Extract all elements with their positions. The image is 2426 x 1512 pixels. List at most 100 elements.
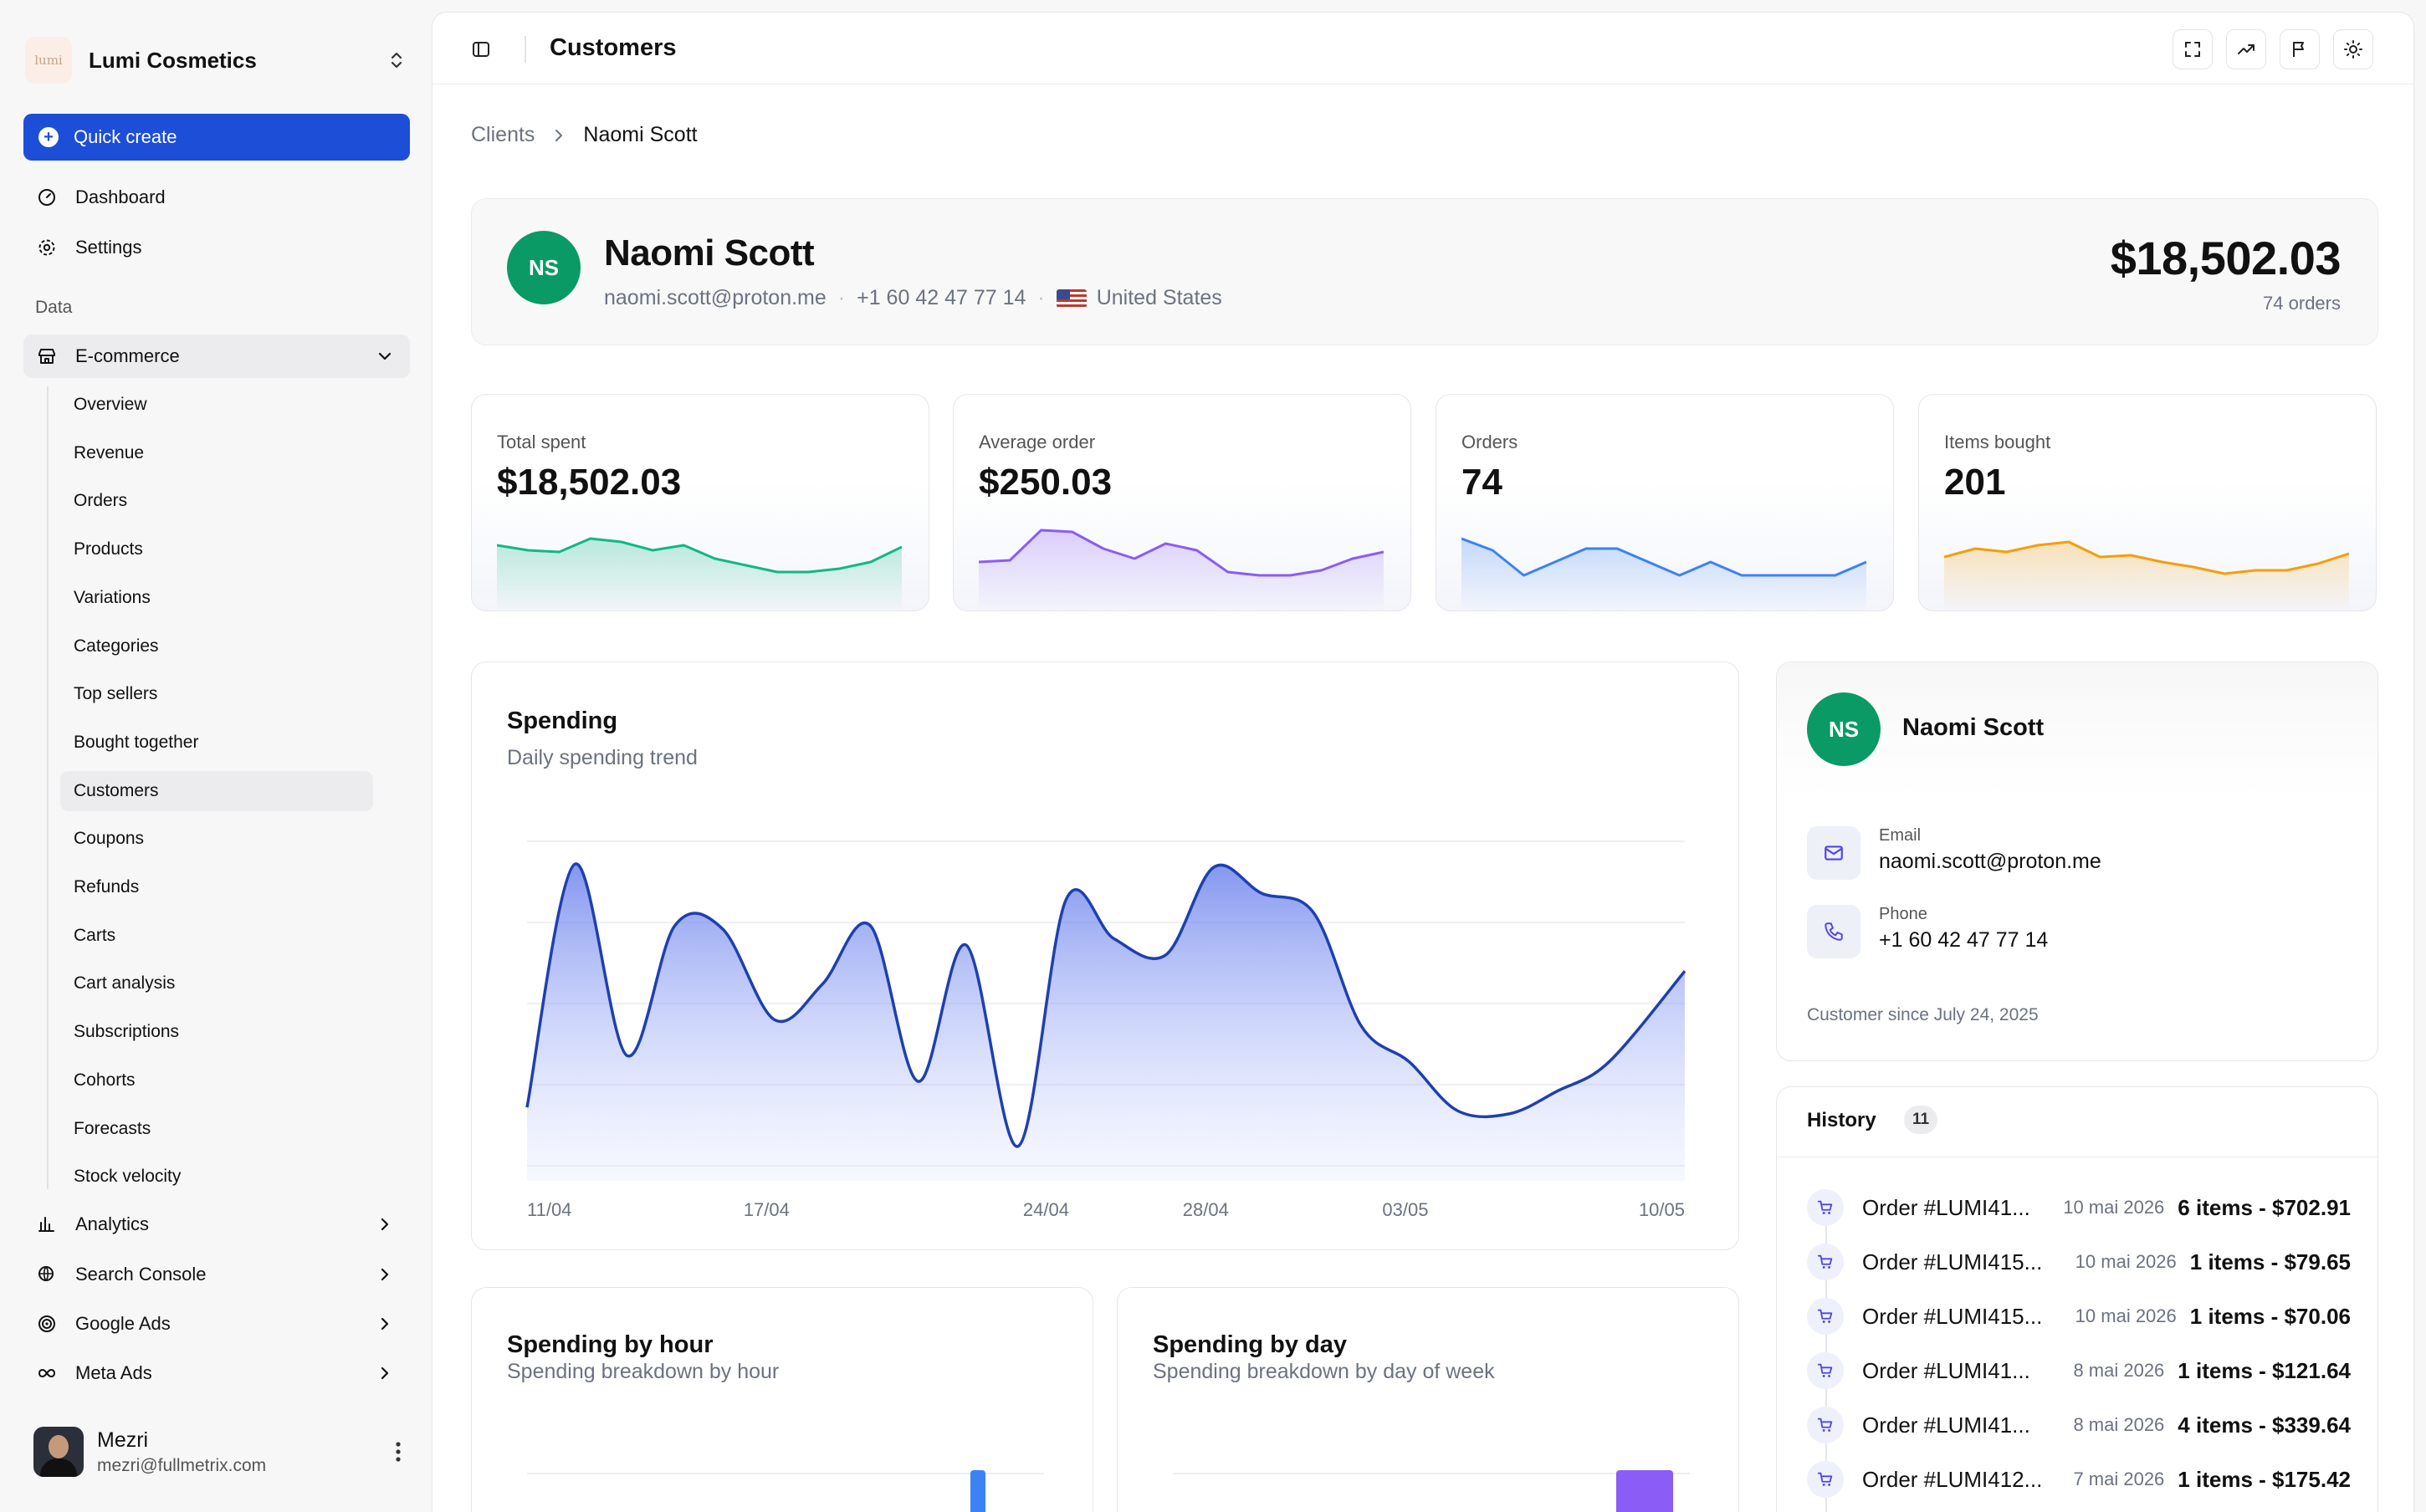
email-label: Email <box>1879 826 1922 845</box>
sidebar-item-search-console[interactable]: Search Console <box>23 1253 410 1296</box>
sidebar-item-label: Stock velocity <box>74 1167 182 1187</box>
x-tick-label: 03/05 <box>1382 1199 1428 1220</box>
customer-total-spent: $18,502.03 <box>2110 232 2342 284</box>
main-panel: Customers Clients Naomi Scott NS Naomi S… <box>432 12 2414 1512</box>
sidebar-item-label: Cart analysis <box>74 973 176 994</box>
sidebar-subitem-cart-analysis[interactable]: Cart analysis <box>60 963 373 1004</box>
store-icon <box>35 345 59 368</box>
divider <box>525 36 526 63</box>
sidebar-subitem-overview[interactable]: Overview <box>60 385 373 425</box>
brand-name: Lumi Cosmetics <box>89 47 257 73</box>
cart-icon <box>1807 1244 1844 1280</box>
sidebar-item-google-ads[interactable]: Google Ads <box>23 1302 410 1346</box>
sidebar-item-settings[interactable]: Settings <box>23 226 410 269</box>
brand-logo: lumi <box>25 37 72 84</box>
sidebar-item-ecommerce[interactable]: E-commerce <box>23 335 410 378</box>
sidebar-subitem-orders[interactable]: Orders <box>60 481 373 521</box>
history-item[interactable]: Order #LUMI415... 10 mai 2026 1 items - $7… <box>1807 1296 2351 1336</box>
infinity-icon <box>35 1361 59 1385</box>
chevron-up-down-icon <box>385 49 408 72</box>
chevron-right-icon <box>373 1361 397 1385</box>
sidebar-subitem-forecasts[interactable]: Forecasts <box>60 1109 373 1149</box>
kpi-label: Orders <box>1461 432 1518 452</box>
avatar <box>33 1427 84 1477</box>
sidebar-item-label: Analytics <box>75 1213 150 1234</box>
workspace-switcher[interactable]: lumi Lumi Cosmetics <box>25 33 408 87</box>
sidebar-subitem-subscriptions[interactable]: Subscriptions <box>60 1012 373 1052</box>
sidebar-toggle-icon[interactable] <box>469 38 493 61</box>
sparkline-area <box>979 530 1384 610</box>
sidebar-subitem-coupons[interactable]: Coupons <box>60 819 373 859</box>
history-item[interactable]: Order #LUMI41... 8 mai 2026 4 items - $339… <box>1807 1405 2351 1445</box>
spending-by-hour-chart <box>527 1470 1044 1512</box>
customer-order-count: 74 orders <box>2263 293 2341 314</box>
sidebar-item-dashboard[interactable]: Dashboard <box>23 176 410 219</box>
history-order-date: 10 mai 2026 <box>2075 1251 2177 1272</box>
spending-by-day-chart <box>1173 1470 1690 1512</box>
kpi-card-average-order: Average order $250.03 <box>953 394 1411 611</box>
sidebar-item-label: Coupons <box>74 829 145 849</box>
breadcrumb-link-clients[interactable]: Clients <box>471 123 535 146</box>
email-value[interactable]: naomi.scott@proton.me <box>1879 850 2101 873</box>
sparkline-area <box>1461 539 1866 610</box>
sidebar-subitem-customers[interactable]: Customers <box>60 770 373 811</box>
sidebar-subitem-bought-together[interactable]: Bought together <box>60 723 373 763</box>
theme-toggle-button[interactable] <box>2333 29 2373 69</box>
history-count-badge: 11 <box>1904 1106 1938 1134</box>
trend-button[interactable] <box>2226 29 2266 69</box>
sidebar-item-meta-ads[interactable]: Meta Ads <box>23 1351 410 1395</box>
plus-circle-icon: + <box>38 127 59 147</box>
history-order-total: 1 items - $70.06 <box>2189 1303 2351 1329</box>
kpi-label: Average order <box>979 432 1096 452</box>
sidebar-subitem-revenue[interactable]: Revenue <box>60 433 373 473</box>
phone-label: Phone <box>1879 905 1927 923</box>
more-vertical-icon[interactable] <box>386 1435 410 1469</box>
kpi-sparkline <box>1944 540 2349 610</box>
sidebar-item-label: Products <box>74 539 143 559</box>
fullscreen-button[interactable] <box>2173 29 2213 69</box>
avatar: NS <box>507 231 581 304</box>
history-order-date: 10 mai 2026 <box>2075 1305 2177 1326</box>
sidebar-subitem-cohorts[interactable]: Cohorts <box>60 1060 373 1101</box>
spending-by-day-card: Spending by day Spending breakdown by da… <box>1117 1287 1739 1512</box>
sidebar-item-analytics[interactable]: Analytics <box>23 1203 410 1246</box>
globe-search-icon <box>35 1263 59 1286</box>
spending-by-hour-card: Spending by hour Spending breakdown by h… <box>471 1287 1093 1512</box>
sparkline-line <box>1461 537 1866 577</box>
sidebar-subitem-carts[interactable]: Carts <box>60 916 373 956</box>
sidebar-item-label: Categories <box>74 636 159 656</box>
sidebar-subitem-variations[interactable]: Variations <box>60 578 373 618</box>
kpi-sparkline <box>1461 537 1866 610</box>
separator-dot: · <box>837 286 846 309</box>
history-order-id: Order #LUMI41... <box>1862 1357 2030 1383</box>
sidebar-item-label: Top sellers <box>74 684 158 704</box>
customer-detail-card: NS Naomi Scott Email naomi.scott@proton.… <box>1776 662 2378 1061</box>
history-order-date: 8 mai 2026 <box>2073 1414 2165 1435</box>
quick-create-button[interactable]: + Quick create <box>23 114 410 161</box>
kpi-sparkline <box>497 537 902 610</box>
chevron-right-icon <box>373 1312 397 1336</box>
history-order-total: 6 items - $702.91 <box>2178 1194 2351 1220</box>
history-item[interactable]: Order #LUMI41... 8 mai 2026 1 items - $121… <box>1807 1351 2351 1391</box>
sidebar-subitem-categories[interactable]: Categories <box>60 626 373 667</box>
sidebar-item-label: Forecasts <box>74 1118 151 1138</box>
user-menu[interactable]: Mezri mezri@fullmetrix.com <box>33 1422 410 1482</box>
history-order-id: Order #LUMI412... <box>1862 1466 2043 1492</box>
sidebar-item-label: Refunds <box>74 877 140 896</box>
sidebar-subitem-products[interactable]: Products <box>60 529 373 570</box>
history-item[interactable]: Order #LUMI415... 10 mai 2026 1 items - $7… <box>1807 1242 2351 1282</box>
customer-name: Naomi Scott <box>604 232 815 273</box>
phone-value[interactable]: +1 60 42 47 77 14 <box>1879 928 2049 952</box>
flag-button[interactable] <box>2280 29 2320 69</box>
sparkline-line <box>979 529 1384 577</box>
spending-chart: 11/04 17/04 24/04 28/04 03/05 10/05 <box>525 840 1686 1220</box>
sidebar-subitem-top-sellers[interactable]: Top sellers <box>60 674 373 714</box>
page-title: Customers <box>550 34 677 61</box>
sidebar-item-label: Overview <box>74 395 147 414</box>
history-item[interactable]: Order #LUMI41... 10 mai 2026 6 items - $70… <box>1807 1188 2351 1228</box>
cart-icon <box>1807 1189 1844 1226</box>
sidebar-subitem-refunds[interactable]: Refunds <box>60 867 373 907</box>
history-item[interactable]: Order #LUMI412... 7 mai 2026 1 items - $17… <box>1807 1459 2351 1499</box>
flag-icon <box>2293 42 2304 57</box>
sidebar-subitem-stock-velocity[interactable]: Stock velocity <box>60 1157 373 1197</box>
